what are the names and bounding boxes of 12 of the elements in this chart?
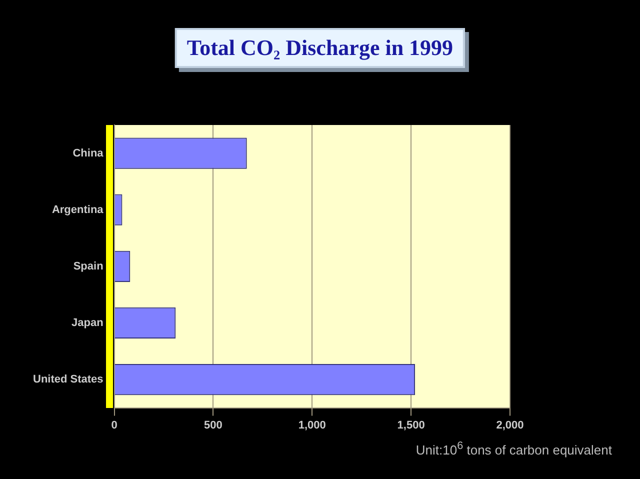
x-tick-label: 2,000 <box>496 419 524 432</box>
x-tick-label: 1,000 <box>298 419 326 432</box>
y-tick-label: United States <box>32 374 104 386</box>
x-tick-label: 0 <box>111 419 118 432</box>
x-tick-label: 1,500 <box>397 419 425 432</box>
text: Unit:10$^{6}$ tons of carbon equivalent <box>416 440 612 458</box>
y-tick-label: Spain <box>73 260 104 272</box>
y-tick-label: China <box>72 147 104 160</box>
x-tick-label: 500 <box>204 419 222 432</box>
y-tick-label: Japan <box>71 316 104 329</box>
chart-title: Total CO₂ Discharge in 1999 <box>174 28 466 68</box>
y-tick-label: Argentina <box>52 204 104 216</box>
